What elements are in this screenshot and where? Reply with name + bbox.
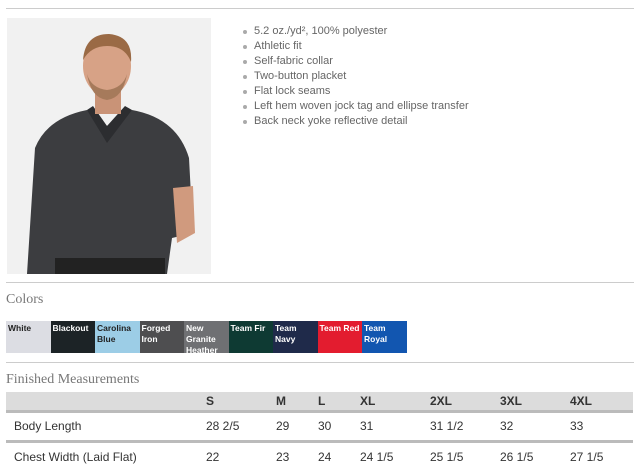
table-cell: 25 1/5 <box>430 449 464 464</box>
table-cell: 28 2/5 <box>206 411 276 443</box>
feature-item: Flat lock seams <box>240 84 469 99</box>
divider <box>6 362 634 363</box>
column-header <box>6 392 206 413</box>
table-cell: 31 <box>360 411 430 443</box>
column-header: 2XL <box>430 392 500 413</box>
feature-item: Back neck yoke reflective detail <box>240 114 469 129</box>
color-swatch[interactable]: Team Red <box>317 321 362 353</box>
column-header: 3XL <box>500 392 570 413</box>
table-cell: 23 <box>276 449 290 464</box>
table-cell: 24 <box>318 449 332 464</box>
table-row: Chest Width (Laid Flat) 22 23 24 24 1/5 25 1/… <box>6 441 633 471</box>
color-swatch[interactable]: New Granite Heather <box>184 321 229 355</box>
table-cell: 30 <box>318 411 360 443</box>
row-label: Chest Width (Laid Flat) <box>14 449 137 464</box>
column-header: S <box>206 392 276 413</box>
table-cell: 29 <box>276 411 318 443</box>
table-cell: 24 1/5 <box>360 449 394 464</box>
table-cell: 27 1/5 <box>570 449 604 464</box>
table-cell: 26 1/5 <box>500 449 534 464</box>
color-swatch[interactable]: Team Royal <box>362 321 407 353</box>
column-header: L <box>318 392 360 413</box>
table-cell: 31 1/2 <box>430 411 500 443</box>
measurements-heading: Finished Measurements <box>6 372 140 387</box>
color-swatch[interactable]: White <box>6 321 51 353</box>
feature-item: 5.2 oz./yd², 100% polyester <box>240 24 469 39</box>
feature-item: Athletic fit <box>240 39 469 54</box>
color-swatches: White Blackout Carolina Blue Forged Iron New… <box>6 321 407 355</box>
feature-item: Two-button placket <box>240 69 469 84</box>
color-swatch[interactable]: Forged Iron <box>139 321 184 353</box>
color-swatch[interactable]: Team Fir <box>228 321 273 353</box>
divider <box>6 282 634 283</box>
divider <box>6 8 634 9</box>
column-header: M <box>276 392 318 413</box>
table-cell: 33 <box>570 411 633 443</box>
feature-list: 5.2 oz./yd², 100% polyester Athletic fit S… <box>240 24 469 129</box>
table-row: Body Length 28 2/5 29 30 31 31 1/2 32 33 <box>6 411 633 443</box>
row-label: Body Length <box>6 411 206 443</box>
colors-heading: Colors <box>6 292 44 307</box>
color-swatch[interactable]: Blackout <box>50 321 95 353</box>
color-swatch[interactable]: Carolina Blue <box>95 321 140 353</box>
feature-item: Self-fabric collar <box>240 54 469 69</box>
table-cell: 32 <box>500 411 570 443</box>
measurements-table: S M L XL 2XL 3XL 4XL Body Length 28 2/5 29 30 31 31… <box>6 392 633 471</box>
column-header: XL <box>360 392 430 413</box>
feature-item: Left hem woven jock tag and ellipse tran… <box>240 99 469 114</box>
color-swatch[interactable]: Team Navy <box>273 321 318 353</box>
table-cell: 22 <box>206 449 220 464</box>
product-image <box>7 18 211 274</box>
column-header: 4XL <box>570 392 633 413</box>
table-header-row: S M L XL 2XL 3XL 4XL <box>6 392 633 413</box>
